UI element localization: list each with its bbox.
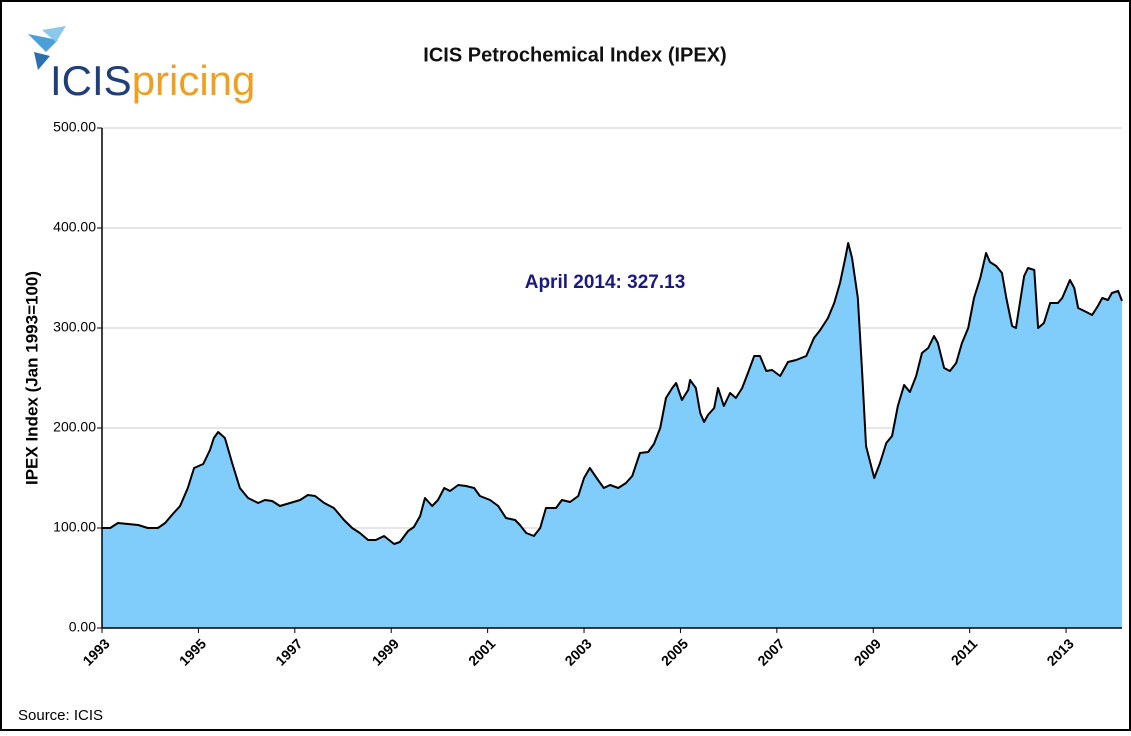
logo-brand: ICIS	[50, 57, 132, 104]
y-tick-label: 100.00	[53, 519, 96, 535]
area-line	[102, 242, 1123, 545]
source: Source: ICIS	[18, 707, 103, 724]
y-tick-label: 500.00	[53, 119, 96, 135]
y-tick-label: 300.00	[53, 319, 96, 335]
annotation: April 2014: 327.13	[525, 272, 686, 293]
chart-title: ICIS Petrochemical Index (IPEX)	[423, 44, 726, 66]
logo-leaf	[42, 26, 66, 42]
y-axis-label: IPEX Index (Jan 1993=100)	[22, 271, 41, 485]
y-tick-label: 400.00	[53, 219, 96, 235]
logo-product: pricing	[132, 57, 256, 104]
logo: ICIS pricing	[28, 26, 255, 104]
y-tick-label: 200.00	[53, 419, 96, 435]
y-tick-label: 0.00	[69, 619, 96, 635]
logo-leaf	[34, 52, 50, 70]
logo-leaf	[28, 34, 58, 52]
